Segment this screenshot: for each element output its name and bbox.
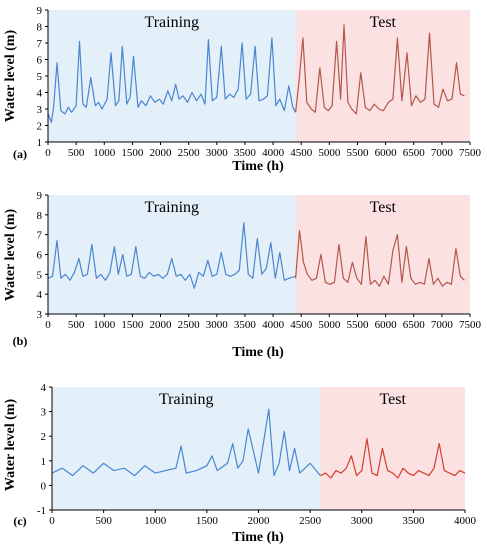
y-tick-label: 3: [37, 309, 43, 321]
region-training-background: [48, 195, 296, 314]
y-tick-label: 7: [37, 230, 43, 242]
region-test-background: [295, 195, 470, 314]
x-tick-label: 7500: [459, 147, 482, 159]
x-tick-label: 2500: [178, 147, 201, 159]
region-training-background: [52, 387, 321, 510]
x-tick-label: 4500: [290, 147, 313, 159]
y-axis-title: Water level (m): [3, 399, 18, 492]
x-tick-label: 0: [49, 515, 55, 527]
x-axis-title: Time (h): [232, 530, 284, 545]
x-tick-label: 5500: [346, 319, 369, 331]
x-tick-label: 7000: [431, 147, 454, 159]
x-tick-label: 5000: [318, 319, 341, 331]
y-tick-label: 6: [37, 55, 43, 67]
y-axis-title: Water level (m): [3, 209, 18, 302]
region-test-label: Test: [380, 391, 407, 408]
y-tick-label: 3: [37, 104, 43, 116]
x-tick-label: 0: [45, 147, 51, 159]
series-line-1: [51, 408, 321, 477]
y-tick-label: 5: [37, 71, 43, 83]
chart-panel-3: Training Test 0 500 1000 1500 2000 2500 3000 3500…: [3, 382, 477, 545]
y-tick-label: 9: [37, 5, 43, 17]
x-tick-label: 6500: [403, 147, 426, 159]
panel-label: (b): [13, 334, 28, 348]
x-tick-label: 2500: [299, 515, 322, 527]
x-tick-label: 3000: [351, 515, 374, 527]
y-tick-label: 8: [37, 210, 43, 222]
series-line-2: [320, 438, 466, 479]
x-tick-label: 6500: [403, 319, 426, 331]
y-tick-label: 7: [37, 38, 43, 50]
x-tick-label: 1000: [93, 319, 116, 331]
x-axis-title: Time (h): [232, 345, 284, 360]
x-tick-label: 3500: [234, 147, 257, 159]
x-tick-label: 3500: [234, 319, 257, 331]
y-tick-label: 3: [41, 407, 47, 419]
x-tick-label: 2000: [150, 147, 173, 159]
y-tick-label: -1: [37, 505, 46, 517]
x-tick-label: 7000: [431, 319, 454, 331]
panel-label: (c): [13, 514, 26, 528]
region-training-label: Training: [159, 391, 214, 408]
series-line-1: [47, 37, 297, 123]
x-tick-label: 4000: [262, 147, 285, 159]
x-tick-label: 0: [45, 319, 51, 331]
y-tick-label: 8: [37, 22, 43, 34]
x-tick-label: 4000: [262, 319, 285, 331]
series-line-1: [47, 222, 296, 289]
region-training-label: Training: [145, 199, 200, 216]
x-tick-label: 3500: [402, 515, 425, 527]
region-test-label: Test: [370, 199, 397, 216]
x-tick-label: 2500: [178, 319, 201, 331]
y-axis-title: Water level (m): [3, 30, 18, 123]
x-tick-label: 4500: [290, 319, 313, 331]
y-tick-label: 5: [37, 269, 43, 281]
y-tick-label: 4: [41, 382, 47, 394]
region-test-background: [320, 387, 465, 510]
x-tick-label: 6000: [375, 147, 398, 159]
x-tick-label: 2000: [150, 319, 173, 331]
y-tick-label: 1: [37, 137, 43, 149]
x-tick-label: 1000: [93, 147, 116, 159]
x-tick-label: 5000: [318, 147, 341, 159]
x-tick-label: 2000: [248, 515, 271, 527]
y-tick-label: 2: [41, 431, 47, 443]
x-tick-label: 5500: [346, 147, 369, 159]
region-test-background: [295, 10, 470, 142]
series-line-2: [295, 230, 465, 287]
x-tick-label: 3000: [206, 319, 229, 331]
y-tick-label: 0: [41, 480, 47, 492]
x-tick-label: 6000: [375, 319, 398, 331]
x-tick-label: 500: [68, 319, 85, 331]
x-tick-label: 500: [68, 147, 85, 159]
x-tick-label: 1000: [144, 515, 167, 527]
x-tick-label: 1500: [196, 515, 219, 527]
x-axis-title: Time (h): [232, 159, 284, 174]
x-tick-label: 500: [95, 515, 112, 527]
y-tick-label: 9: [37, 190, 43, 202]
x-tick-label: 4000: [454, 515, 477, 527]
region-training-background: [48, 10, 296, 142]
panel-label: (a): [13, 147, 27, 161]
x-tick-label: 7500: [459, 319, 482, 331]
y-tick-label: 6: [37, 250, 43, 262]
y-tick-label: 2: [37, 121, 43, 133]
y-tick-label: 4: [37, 289, 43, 301]
region-test-label: Test: [370, 14, 397, 31]
region-training-label: Training: [145, 14, 200, 31]
y-tick-label: 4: [37, 88, 43, 100]
x-tick-label: 3000: [206, 147, 229, 159]
x-tick-label: 1500: [121, 147, 144, 159]
x-tick-label: 1500: [121, 319, 144, 331]
y-tick-label: 1: [41, 456, 47, 468]
series-line-2: [295, 24, 465, 115]
